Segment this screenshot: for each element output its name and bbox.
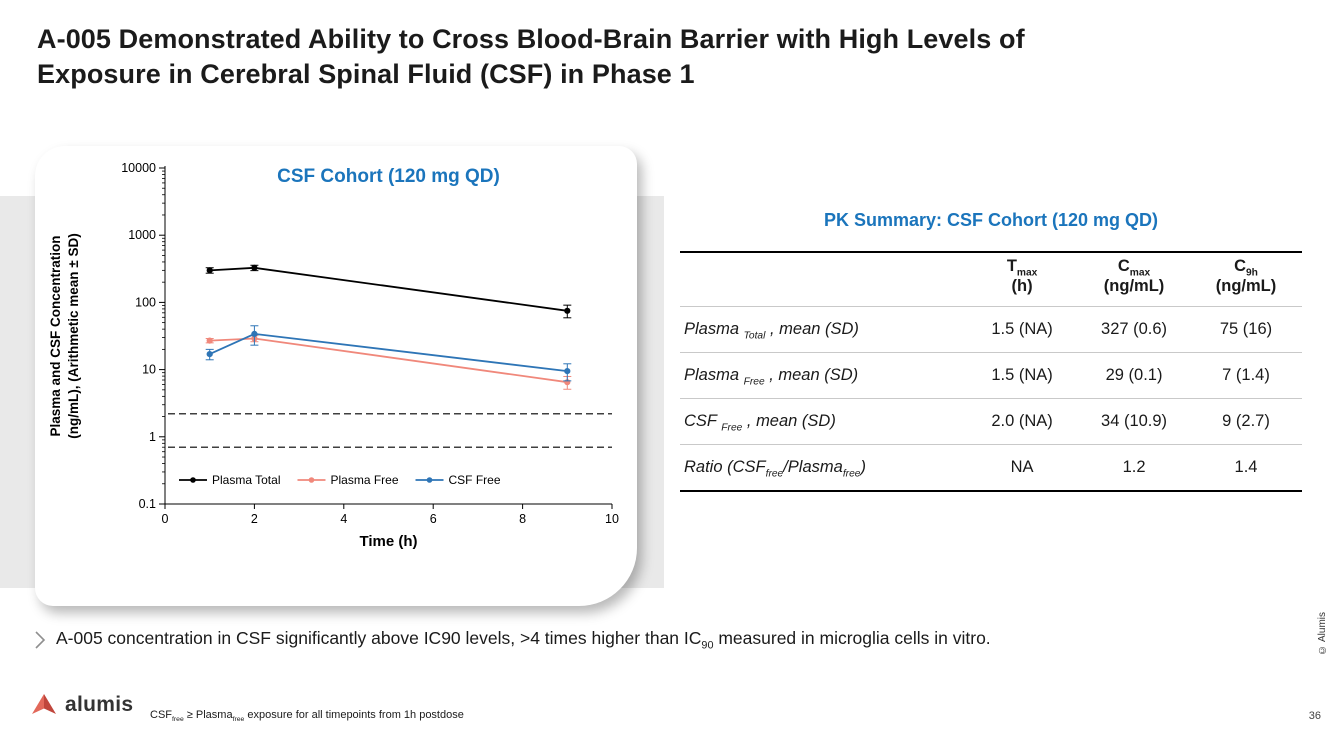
- svg-text:6: 6: [430, 512, 437, 526]
- svg-text:1: 1: [149, 430, 156, 444]
- x-axis-label: Time (h): [359, 533, 417, 550]
- row-label: Ratio (CSFfree/Plasmafree): [684, 457, 866, 479]
- row-value: 1.5 (NA): [991, 365, 1053, 384]
- bullet-chevron-icon: [35, 631, 46, 649]
- row-value: 327 (0.6): [1101, 319, 1168, 338]
- footnote: CSFfree ≥ Plasmafree exposure for all ti…: [150, 709, 464, 724]
- chart-title: CSF Cohort (120 mg QD): [277, 166, 500, 187]
- legend-marker: [426, 477, 433, 483]
- svg-text:4: 4: [340, 512, 347, 526]
- legend-marker: [190, 477, 196, 483]
- svg-text:10: 10: [142, 363, 156, 377]
- table-row: Plasma Free , mean (SD) 1.5 (NA) 29 (0.1) 7…: [680, 352, 1302, 398]
- slide-title-line2: Exposure in Cerebral Spinal Fluid (CSF) …: [37, 59, 695, 90]
- pk-summary-panel: PK Summary: CSF Cohort (120 mg QD) Tmax(…: [680, 210, 1302, 492]
- legend-label: Plasma Free: [330, 473, 398, 487]
- svg-text:2: 2: [251, 512, 258, 526]
- row-value: NA: [1010, 457, 1034, 476]
- column-header: C9h (ng/mL): [1215, 257, 1277, 295]
- slide-title-line1: A-005 Demonstrated Ability to Cross Bloo…: [37, 24, 1025, 54]
- row-value: 29 (0.1): [1105, 365, 1163, 384]
- svg-text:10000: 10000: [121, 161, 156, 175]
- column-header: Tmax (h): [1006, 257, 1038, 295]
- column-header: Cmax (ng/mL): [1103, 257, 1165, 295]
- row-value: 1.2: [1122, 457, 1146, 476]
- svg-text:0: 0: [162, 512, 169, 526]
- row-label: CSF Free , mean (SD): [684, 411, 836, 433]
- csf-concentration-chart: CSF Cohort (120 mg QD)0.1110100100010000…: [48, 161, 619, 550]
- legend-label: CSF Free: [449, 473, 501, 487]
- bullet-text: A-005 concentration in CSF significantly…: [56, 628, 991, 652]
- legend-label: Plasma Total: [212, 473, 280, 487]
- slide-title: A-005 Demonstrated Ability to Cross Bloo…: [37, 22, 1307, 92]
- row-value: 34 (10.9): [1101, 411, 1168, 430]
- pk-table-header-row: Tmax (h) Cmax (ng/mL) C9h (ng/mL): [680, 252, 1302, 306]
- pk-table: Tmax (h) Cmax (ng/mL) C9h (ng/mL) Plasma Tota…: [680, 251, 1302, 492]
- alumis-logo-icon: [32, 694, 56, 714]
- column-header: [680, 252, 966, 306]
- series-csf-free: [205, 325, 572, 382]
- svg-text:0.1: 0.1: [139, 497, 156, 511]
- svg-text:100: 100: [135, 295, 156, 309]
- row-value: 9 (2.7): [1222, 411, 1270, 430]
- key-takeaway-bullet: A-005 concentration in CSF significantly…: [34, 628, 1302, 651]
- table-row: CSF Free , mean (SD) 2.0 (NA) 34 (10.9) 9 (…: [680, 398, 1302, 444]
- svg-text:8: 8: [519, 512, 526, 526]
- series-plasma-free: [205, 335, 572, 390]
- legend-marker: [308, 477, 315, 483]
- svg-text:1000: 1000: [128, 228, 156, 242]
- row-value: 1.5 (NA): [991, 319, 1053, 338]
- pk-table-title: PK Summary: CSF Cohort (120 mg QD): [823, 210, 1159, 230]
- y-axis-label: Plasma and CSF Concentration (ng/mL), (Ar…: [48, 233, 81, 438]
- table-row: Plasma Total , mean (SD) 1.5 (NA) 327 (0.6…: [680, 306, 1302, 352]
- copyright-label: © Alumis: [1317, 612, 1328, 656]
- page-number: 36: [1308, 710, 1321, 722]
- table-row: Ratio (CSFfree/Plasmafree) NA 1.2 1.4: [680, 444, 1302, 491]
- chart-card: CSF Cohort (120 mg QD) 0.1 1 10 100 1000 10000…: [35, 146, 637, 606]
- pk-table-body: Plasma Total , mean (SD) 1.5 (NA) 327 (0.6…: [680, 306, 1302, 491]
- footer-logo: alumis: [30, 692, 133, 718]
- svg-text:10: 10: [605, 512, 619, 526]
- series-plasma-total: [205, 264, 572, 319]
- row-value: 7 (1.4): [1222, 365, 1270, 384]
- row-label: Plasma Free , mean (SD): [684, 365, 859, 387]
- row-label: Plasma Total , mean (SD): [684, 319, 859, 341]
- alumis-logo-text: alumis: [65, 693, 134, 716]
- row-value: 2.0 (NA): [991, 411, 1053, 430]
- row-value: 75 (16): [1219, 319, 1273, 338]
- row-value: 1.4: [1234, 457, 1258, 476]
